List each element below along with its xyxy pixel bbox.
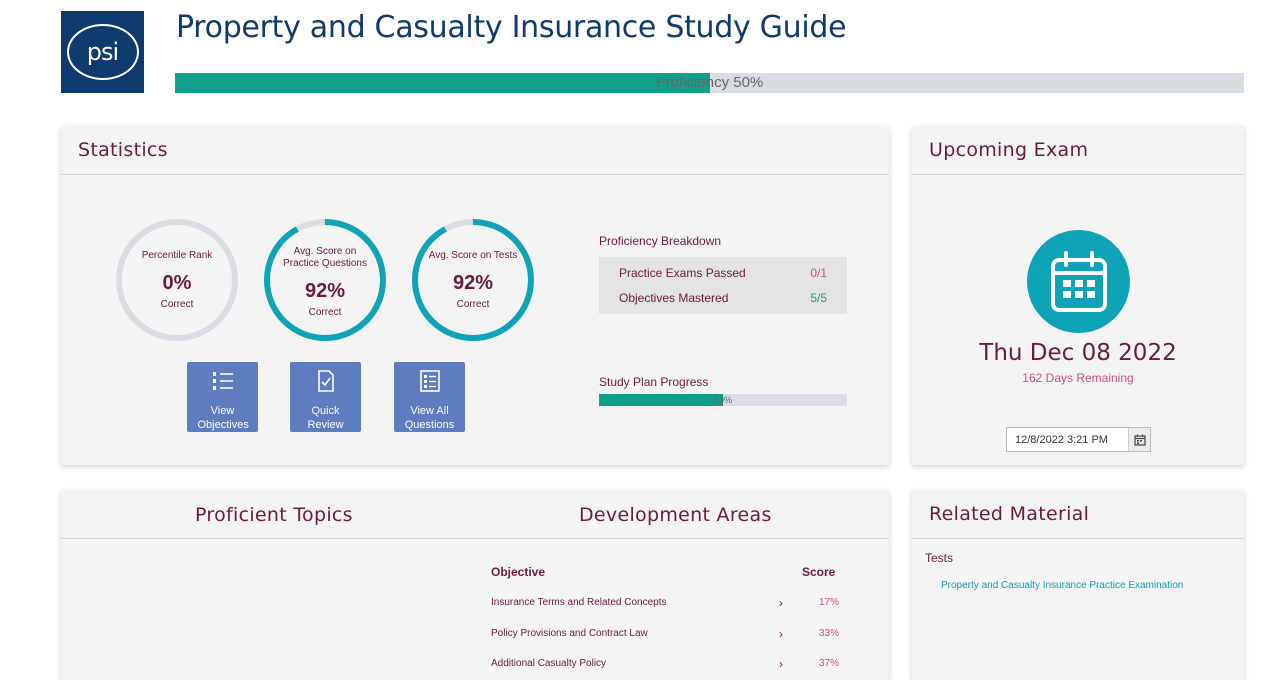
- breakdown-value: 0/1: [810, 266, 827, 280]
- proficiency-breakdown-title: Proficiency Breakdown: [599, 234, 722, 248]
- percentile-ring: [116, 219, 238, 341]
- calendar-badge: [1027, 230, 1130, 333]
- tile-label: Quick Review: [307, 405, 344, 431]
- chevron-right-icon[interactable]: ›: [779, 596, 783, 610]
- circle-caption: Percentile Rank: [141, 250, 213, 261]
- objective-score: 17%: [818, 597, 839, 608]
- score-column-header: Score: [802, 565, 836, 579]
- objective-row[interactable]: Insurance Terms and Related Concepts › 1…: [491, 596, 841, 617]
- circle-value: 92%: [452, 272, 494, 294]
- study-plan-title: Study Plan Progress: [599, 375, 709, 389]
- logo-text: psi: [86, 38, 119, 66]
- test-score-circle: Avg. Score on Tests 92% Correct: [411, 218, 535, 342]
- upcoming-exam-card: Upcoming Exam Thu Dec 08 2022 162 Days R…: [912, 126, 1244, 465]
- breakdown-row-objectives: Objectives Mastered 5/5: [619, 291, 827, 305]
- practice-exam-link[interactable]: Property and Casualty Insurance Practice…: [941, 580, 1184, 591]
- practice-score-circle: Avg. Score on Practice Questions 92% Cor…: [263, 218, 387, 342]
- list-numbered-icon: [212, 372, 233, 390]
- breakdown-row-exams: Practice Exams Passed 0/1: [619, 266, 827, 280]
- proficient-topics-title: Proficient Topics: [195, 504, 353, 526]
- exam-date: Thu Dec 08 2022: [979, 340, 1177, 366]
- checklist-icon: [419, 370, 440, 392]
- chevron-right-icon[interactable]: ›: [779, 627, 783, 641]
- objective-score: 33%: [818, 628, 839, 639]
- circle-value: 92%: [304, 280, 346, 302]
- topics-card: Proficient Topics Development Areas Obje…: [61, 490, 889, 680]
- development-areas-title: Development Areas: [579, 504, 772, 526]
- circle-value: 0%: [162, 272, 192, 294]
- objective-column-header: Objective: [491, 565, 546, 579]
- related-material-title: Related Material: [912, 490, 1244, 539]
- circle-caption: Avg. Score on Tests: [428, 250, 518, 261]
- percentile-rank-circle: Percentile Rank 0% Correct: [115, 218, 239, 342]
- study-plan-bar: 50%: [599, 394, 847, 406]
- objective-name: Insurance Terms and Related Concepts: [491, 597, 667, 608]
- objective-name: Additional Casualty Policy: [491, 658, 607, 669]
- statistics-card: Statistics Percentile Rank 0% Correct Av…: [61, 126, 889, 465]
- proficiency-breakdown-table: Practice Exams Passed 0/1 Objectives Mas…: [599, 257, 847, 314]
- view-objectives-button[interactable]: View Objectives: [187, 362, 258, 432]
- circle-sub: Correct: [308, 307, 342, 318]
- circle-sub: Correct: [456, 299, 490, 310]
- study-plan-fill: [599, 394, 723, 406]
- practice-ring: [264, 219, 386, 341]
- logo-ring: psi: [66, 24, 139, 80]
- topics-header: Proficient Topics Development Areas: [61, 490, 889, 539]
- page-title: Property and Casualty Insurance Study Gu…: [176, 10, 847, 45]
- proficiency-bar: Proficiency 50%: [175, 73, 1244, 93]
- circle-caption: Avg. Score on Practice Questions: [283, 246, 367, 269]
- objective-row[interactable]: Policy Provisions and Contract Law › 33%: [491, 627, 841, 648]
- calendar-picker-button[interactable]: [1128, 428, 1150, 451]
- quick-review-button[interactable]: Quick Review: [290, 362, 361, 432]
- upcoming-exam-title: Upcoming Exam: [912, 126, 1244, 175]
- objective-name: Policy Provisions and Contract Law: [491, 628, 648, 639]
- breakdown-value: 5/5: [810, 291, 827, 305]
- calendar-small-icon: [1133, 434, 1146, 446]
- exam-date-input[interactable]: 12/8/2022 3:21 PM: [1015, 434, 1108, 446]
- psi-logo[interactable]: psi: [61, 11, 144, 93]
- objective-row[interactable]: Additional Casualty Policy › 37%: [491, 657, 841, 678]
- breakdown-label: Practice Exams Passed: [619, 266, 746, 280]
- related-tests-heading: Tests: [925, 551, 954, 565]
- objective-score: 37%: [818, 658, 839, 669]
- study-plan-label: 50%: [713, 395, 732, 405]
- proficiency-label: Proficiency 50%: [655, 74, 764, 91]
- test-ring: [412, 219, 534, 341]
- exam-date-picker[interactable]: 12/8/2022 3:21 PM: [1006, 427, 1151, 452]
- chevron-right-icon[interactable]: ›: [779, 657, 783, 671]
- days-remaining: 162 Days Remaining: [1022, 371, 1134, 385]
- breakdown-label: Objectives Mastered: [619, 291, 729, 305]
- proficiency-bar-fill: [175, 73, 710, 93]
- related-material-card: Related Material Tests Property and Casu…: [912, 490, 1244, 680]
- circle-sub: Correct: [160, 299, 194, 310]
- tile-label: View All Questions: [404, 405, 455, 431]
- calendar-icon: [1050, 250, 1107, 312]
- document-check-icon: [317, 370, 334, 392]
- statistics-title: Statistics: [61, 126, 889, 175]
- view-all-questions-button[interactable]: View All Questions: [394, 362, 465, 432]
- tile-label: View Objectives: [197, 405, 249, 431]
